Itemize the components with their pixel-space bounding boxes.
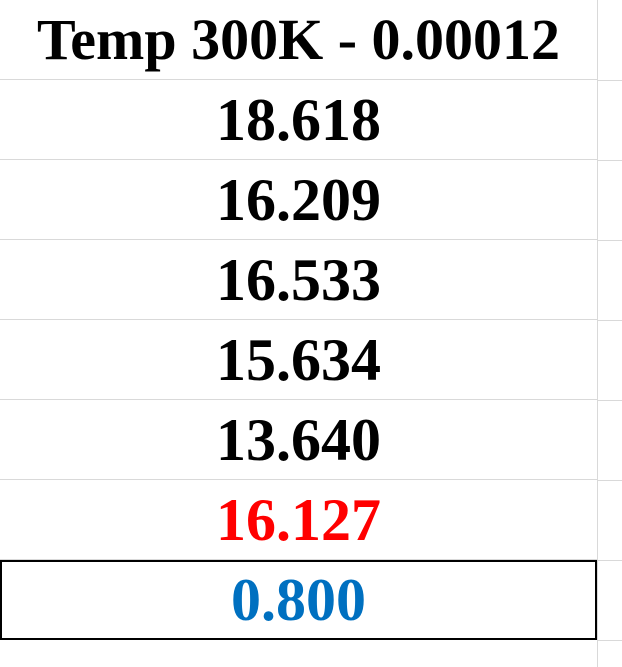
value-text: 13.640 (216, 406, 381, 473)
highlight-value-text: 16.127 (216, 486, 381, 553)
value-cell[interactable]: 16.209 (0, 160, 597, 240)
row-gridline (598, 80, 622, 81)
row-gridline (598, 160, 622, 161)
highlight-value-cell[interactable]: 16.127 (0, 480, 597, 560)
value-cell[interactable]: 15.634 (0, 320, 597, 400)
header-text: Temp 300K - 0.00012 (36, 6, 561, 72)
row-gridline (598, 320, 622, 321)
value-text: 16.209 (216, 166, 381, 233)
row-gridline (598, 560, 622, 561)
row-gridline (598, 400, 622, 401)
column-divider (597, 0, 598, 667)
value-text: 16.533 (216, 246, 381, 313)
value-cell[interactable]: 18.618 (0, 80, 597, 160)
value-cell[interactable]: 13.640 (0, 400, 597, 480)
selected-cell[interactable]: 0.800 (0, 560, 597, 640)
value-text: 15.634 (216, 326, 381, 393)
selected-value-text: 0.800 (231, 567, 366, 633)
row-gridline (598, 640, 622, 641)
adjacent-column[interactable] (598, 0, 622, 667)
value-text: 18.618 (216, 86, 381, 153)
header-cell[interactable]: Temp 300K - 0.00012 (0, 0, 597, 80)
row-gridline (598, 240, 622, 241)
column: Temp 300K - 0.00012 18.618 16.209 16.533… (0, 0, 597, 640)
value-cell[interactable]: 16.533 (0, 240, 597, 320)
row-gridline (598, 480, 622, 481)
